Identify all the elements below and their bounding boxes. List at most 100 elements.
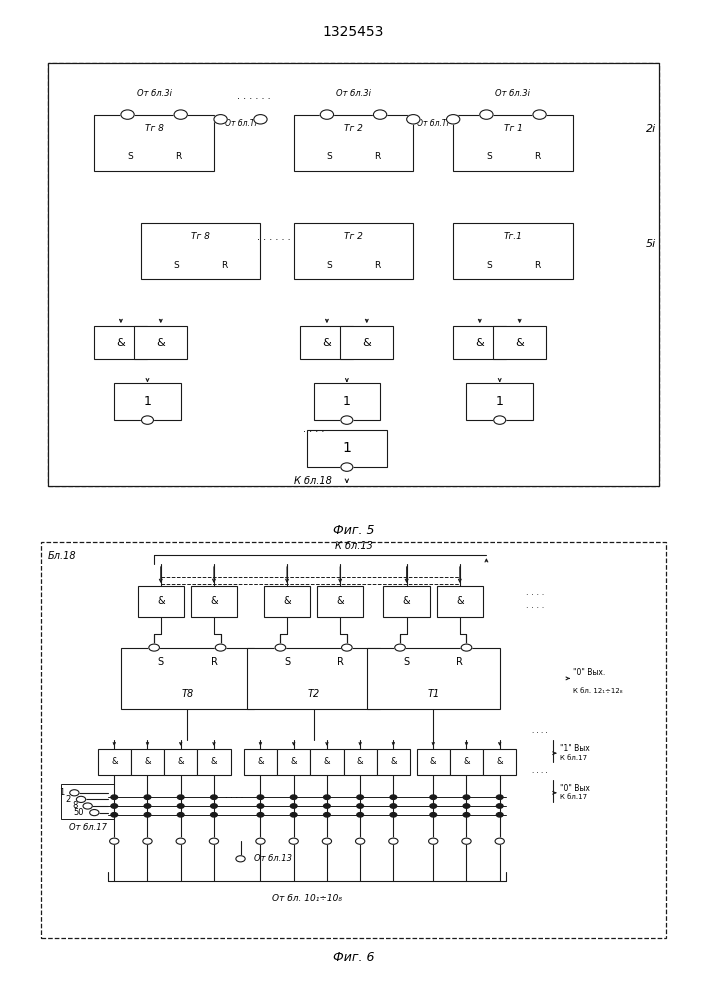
Circle shape	[211, 813, 217, 817]
Bar	[94, 115, 214, 171]
Circle shape	[141, 416, 153, 424]
Text: &: &	[157, 596, 165, 606]
Bar	[293, 115, 414, 171]
Text: &: &	[111, 758, 117, 766]
Text: От бл.13: От бл.13	[254, 854, 292, 863]
Text: . . . .: . . . .	[526, 601, 544, 610]
Circle shape	[447, 115, 460, 124]
Circle shape	[324, 804, 330, 808]
Bar	[300, 326, 354, 359]
Text: &: &	[322, 338, 332, 348]
Text: S: S	[486, 152, 492, 161]
Circle shape	[496, 804, 503, 808]
Text: R: R	[211, 657, 217, 667]
Bar	[416, 749, 450, 775]
Text: Тг 1: Тг 1	[503, 124, 522, 133]
Text: &: &	[211, 758, 217, 766]
Bar	[244, 749, 277, 775]
Text: R: R	[175, 152, 181, 161]
Text: К бл. 12₁÷12₈: К бл. 12₁÷12₈	[573, 688, 622, 694]
Bar	[450, 749, 483, 775]
Circle shape	[430, 795, 436, 799]
Circle shape	[111, 795, 117, 799]
Circle shape	[177, 804, 184, 808]
Circle shape	[211, 804, 217, 808]
Text: От бл.17: От бл.17	[69, 824, 107, 832]
Text: &: &	[144, 758, 151, 766]
Text: 1: 1	[496, 395, 503, 408]
Text: Т2: Т2	[308, 689, 320, 699]
Text: 1: 1	[342, 441, 351, 455]
Circle shape	[496, 813, 503, 817]
Bar	[344, 749, 377, 775]
Text: R: R	[374, 260, 380, 269]
Bar	[141, 223, 260, 279]
Circle shape	[390, 813, 397, 817]
Circle shape	[111, 804, 117, 808]
Bar	[483, 749, 516, 775]
Bar	[453, 115, 573, 171]
Text: 8: 8	[72, 802, 78, 810]
Circle shape	[176, 838, 185, 844]
Bar	[367, 648, 500, 709]
Circle shape	[373, 110, 387, 119]
Circle shape	[493, 416, 506, 424]
Circle shape	[215, 644, 226, 651]
Bar	[383, 586, 430, 617]
Bar	[134, 326, 187, 359]
Text: &: &	[324, 758, 330, 766]
Bar	[121, 648, 254, 709]
Text: . . . .: . . . .	[532, 768, 547, 774]
Bar	[264, 586, 310, 617]
Bar	[377, 749, 410, 775]
Circle shape	[291, 795, 297, 799]
Text: &: &	[390, 758, 397, 766]
Circle shape	[320, 110, 334, 119]
Text: S: S	[127, 152, 133, 161]
Circle shape	[463, 804, 469, 808]
Circle shape	[430, 813, 436, 817]
Circle shape	[395, 644, 405, 651]
Text: . . . .: . . . .	[526, 588, 544, 597]
Circle shape	[428, 838, 438, 844]
Circle shape	[177, 795, 184, 799]
Circle shape	[143, 838, 152, 844]
Text: Т1: Т1	[427, 689, 439, 699]
Bar	[247, 648, 380, 709]
Circle shape	[291, 813, 297, 817]
Text: &: &	[403, 596, 411, 606]
Text: &: &	[456, 596, 464, 606]
Bar	[340, 326, 393, 359]
Text: Бл.18: Бл.18	[48, 551, 76, 561]
Text: . . . .: . . . .	[225, 790, 243, 800]
Text: К бл.17: К бл.17	[559, 794, 587, 800]
Bar	[94, 326, 148, 359]
Bar	[314, 382, 380, 420]
Text: &: &	[210, 596, 218, 606]
Bar	[61, 784, 115, 819]
Text: S: S	[174, 260, 180, 269]
Circle shape	[256, 838, 265, 844]
Circle shape	[257, 795, 264, 799]
Circle shape	[76, 796, 86, 802]
Circle shape	[324, 813, 330, 817]
Circle shape	[341, 463, 353, 471]
Bar	[307, 430, 387, 467]
Text: . . . . . .: . . . . . .	[237, 91, 271, 101]
Circle shape	[341, 416, 353, 424]
Text: S: S	[158, 657, 164, 667]
Circle shape	[236, 856, 245, 862]
Text: . . . .: . . . .	[532, 728, 547, 734]
Text: S: S	[327, 260, 332, 269]
Text: &: &	[156, 338, 165, 348]
Text: 1: 1	[59, 788, 64, 797]
Text: R: R	[221, 260, 228, 269]
Circle shape	[407, 115, 420, 124]
Text: 50: 50	[74, 808, 84, 817]
Bar	[277, 749, 310, 775]
Text: От бл. 10₁÷10₈: От бл. 10₁÷10₈	[272, 894, 342, 903]
Text: &: &	[337, 596, 344, 606]
Text: "1" Вых: "1" Вых	[559, 744, 589, 753]
Text: 1: 1	[343, 395, 351, 408]
Circle shape	[463, 795, 469, 799]
